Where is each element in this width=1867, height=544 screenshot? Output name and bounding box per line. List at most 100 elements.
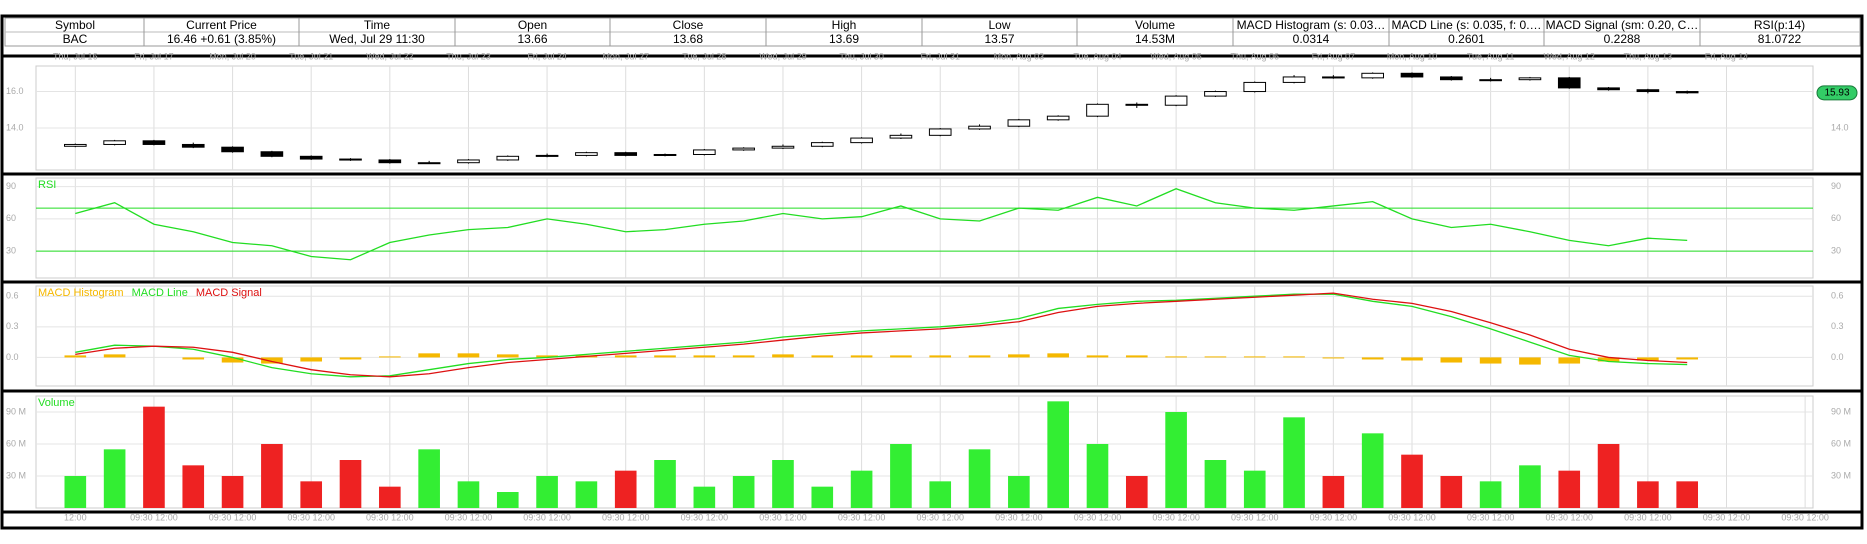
volume-bar xyxy=(693,486,716,508)
volume-bar xyxy=(1676,481,1699,508)
header-label: RSI(p:14) xyxy=(1754,18,1805,32)
histogram-bar xyxy=(1322,357,1345,359)
histogram-bar xyxy=(103,354,126,358)
date-label: Fri, Jul 31 xyxy=(920,51,960,61)
volume-bar xyxy=(1008,476,1030,508)
y-tick-label: 60 M xyxy=(6,438,26,448)
candle-body xyxy=(1086,103,1109,117)
time-label: 09:30 12:00 xyxy=(1703,512,1751,522)
time-label: 09:30 12:00 xyxy=(130,512,178,522)
candle-body xyxy=(299,155,323,160)
candle-body xyxy=(1518,77,1542,81)
volume-bar xyxy=(143,406,165,508)
volume-bar xyxy=(1165,412,1187,508)
histogram-bar xyxy=(1165,356,1187,358)
series-line xyxy=(75,188,1688,261)
histogram-bar xyxy=(1558,357,1581,364)
candle-body xyxy=(1557,77,1581,89)
histogram-bar xyxy=(379,356,401,358)
candle-body xyxy=(653,153,677,156)
volume-bar xyxy=(496,492,519,508)
y-tick-label-right: 0.6 xyxy=(1831,291,1844,301)
time-label: 09:30 12:00 xyxy=(759,512,807,522)
candle-body xyxy=(1125,103,1149,106)
volume-bar xyxy=(1125,476,1148,508)
y-tick-label-right: 0.0 xyxy=(1831,352,1844,362)
time-label: 09:30 12:00 xyxy=(1310,512,1358,522)
candle-body xyxy=(1439,76,1463,81)
volume-bar xyxy=(418,449,440,508)
histogram-bar xyxy=(457,353,480,358)
histogram-bar xyxy=(890,355,912,358)
header-label: Time xyxy=(364,18,391,32)
date-label: Tue, Aug 04 xyxy=(1073,51,1121,61)
volume-bar xyxy=(1401,454,1423,508)
volume-bar xyxy=(968,449,991,508)
candle-body xyxy=(1046,115,1070,121)
date-label: Mon, Jul 27 xyxy=(602,51,649,61)
histogram-bar xyxy=(1597,357,1620,362)
y-tick-label-right: 0.3 xyxy=(1831,321,1844,331)
series-line xyxy=(75,292,1688,378)
candle-body xyxy=(221,146,244,153)
volume-bar xyxy=(850,470,873,508)
date-label: Fri, Jul 17 xyxy=(134,51,174,61)
candle-body xyxy=(457,159,480,164)
histogram-bar xyxy=(1125,355,1148,358)
time-label: 09:30 12:00 xyxy=(1467,512,1515,522)
histogram-bar xyxy=(1361,357,1384,360)
volume-bar xyxy=(1086,444,1109,508)
histogram-bar xyxy=(221,357,244,363)
histogram-bar xyxy=(654,355,676,358)
header-label: Low xyxy=(988,18,1010,32)
histogram-bar xyxy=(811,355,834,358)
volume-bar xyxy=(1558,470,1581,508)
header-value: 81.0722 xyxy=(1758,32,1802,46)
time-label: 09:30 12:00 xyxy=(995,512,1043,522)
header-value: 16.46 +0.61 (3.85%) xyxy=(167,32,276,46)
candle-body xyxy=(339,158,362,161)
date-label: Mon, Jul 20 xyxy=(209,51,256,61)
histogram-bar xyxy=(1440,357,1463,363)
histogram-bar xyxy=(496,354,519,358)
candle-body xyxy=(889,134,913,139)
candle-body xyxy=(496,155,520,161)
histogram-bar xyxy=(732,355,755,358)
y-tick-label-right: 60 M xyxy=(1831,438,1851,448)
histogram-bar xyxy=(418,353,440,358)
date-label: Wed, Aug 12 xyxy=(1544,51,1595,61)
header-label: High xyxy=(832,18,857,32)
header-value: 13.68 xyxy=(673,32,703,46)
time-label: 09:30 12:00 xyxy=(366,512,414,522)
volume-bar xyxy=(339,460,362,508)
panel-title: RSI xyxy=(38,179,56,191)
y-tick-label: 16.0 xyxy=(6,86,24,96)
candle-body xyxy=(535,154,559,157)
candle-body xyxy=(1597,87,1620,91)
time-label: 09:30 12:00 xyxy=(1545,512,1593,522)
header-value: 0.2288 xyxy=(1604,32,1641,46)
header-value: Wed, Jul 29 11:30 xyxy=(329,32,425,46)
volume-bar xyxy=(1204,460,1227,508)
date-label: Thu, Jul 30 xyxy=(839,51,884,61)
histogram-bar xyxy=(64,355,87,358)
volume-bar xyxy=(732,476,755,508)
histogram-bar xyxy=(614,355,637,358)
y-tick-label: 0.3 xyxy=(6,321,19,331)
volume-bar xyxy=(772,460,794,508)
histogram-bar xyxy=(1008,354,1030,358)
panel xyxy=(35,395,1814,509)
histogram-bar xyxy=(1204,356,1227,358)
volume-bar xyxy=(614,470,637,508)
legend-entry: MACD Signal xyxy=(196,287,262,299)
time-label: 12:00 xyxy=(64,512,87,522)
histogram-bar xyxy=(1401,357,1423,361)
candle-body xyxy=(771,145,795,149)
candle-body xyxy=(1282,76,1306,83)
candle-body xyxy=(181,143,205,148)
candle-body xyxy=(968,125,991,130)
candle-body xyxy=(1479,79,1502,82)
y-tick-label-right: 90 M xyxy=(1831,406,1851,416)
candle-body xyxy=(1007,119,1031,127)
